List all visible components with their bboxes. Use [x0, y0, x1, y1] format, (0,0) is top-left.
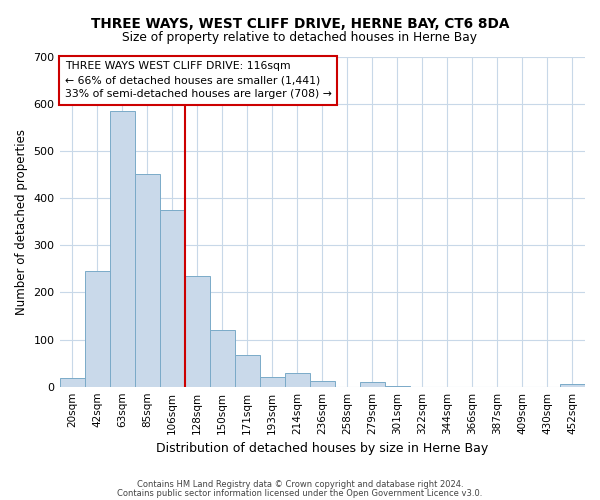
Text: Size of property relative to detached houses in Herne Bay: Size of property relative to detached ho… [122, 31, 478, 44]
Text: Contains HM Land Registry data © Crown copyright and database right 2024.: Contains HM Land Registry data © Crown c… [137, 480, 463, 489]
Bar [310, 381, 335, 386]
Bar [209, 330, 235, 386]
Bar [59, 378, 85, 386]
X-axis label: Distribution of detached houses by size in Herne Bay: Distribution of detached houses by size … [156, 442, 488, 455]
Bar [85, 271, 110, 386]
Bar [260, 377, 285, 386]
Text: Contains public sector information licensed under the Open Government Licence v3: Contains public sector information licen… [118, 488, 482, 498]
Bar [560, 384, 585, 386]
Text: THREE WAYS, WEST CLIFF DRIVE, HERNE BAY, CT6 8DA: THREE WAYS, WEST CLIFF DRIVE, HERNE BAY,… [91, 18, 509, 32]
Text: THREE WAYS WEST CLIFF DRIVE: 116sqm
← 66% of detached houses are smaller (1,441): THREE WAYS WEST CLIFF DRIVE: 116sqm ← 66… [65, 62, 332, 100]
Bar [285, 372, 310, 386]
Bar [360, 382, 385, 386]
Bar [185, 276, 209, 386]
Y-axis label: Number of detached properties: Number of detached properties [15, 128, 28, 314]
Bar [160, 210, 185, 386]
Bar [134, 174, 160, 386]
Bar [110, 110, 134, 386]
Bar [235, 354, 260, 386]
